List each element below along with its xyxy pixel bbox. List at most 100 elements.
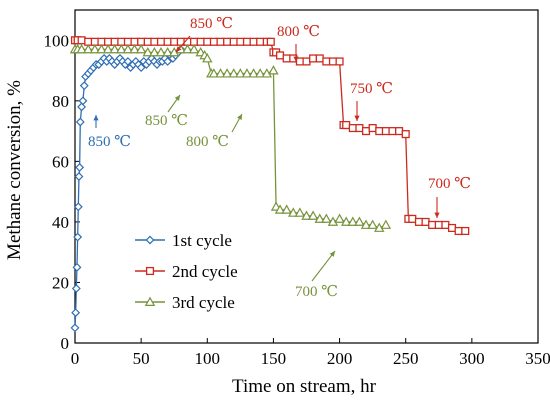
data-point bbox=[102, 43, 114, 54]
legend-item-3: 3rd cycle bbox=[135, 293, 235, 312]
data-point bbox=[70, 323, 80, 333]
data-point bbox=[135, 43, 147, 54]
data-point bbox=[354, 216, 365, 226]
data-point bbox=[122, 43, 134, 54]
x-tick-label: 300 bbox=[459, 349, 485, 368]
data-point bbox=[301, 210, 312, 220]
data-point bbox=[288, 207, 299, 217]
annotation-4: 800 ℃ bbox=[277, 24, 320, 62]
data-point bbox=[143, 37, 152, 46]
data-point bbox=[223, 37, 232, 46]
data-point bbox=[123, 57, 133, 66]
data-point bbox=[454, 226, 463, 236]
annotation-arrowhead bbox=[237, 114, 242, 120]
annotation-8: 700 ℃ bbox=[295, 250, 338, 300]
data-point bbox=[281, 204, 292, 214]
annotation-arrowhead bbox=[93, 115, 99, 121]
data-point bbox=[73, 232, 83, 242]
data-point bbox=[461, 226, 470, 236]
annotation-label: 800 ℃ bbox=[277, 24, 320, 40]
data-point bbox=[242, 37, 252, 46]
x-tick-label: 200 bbox=[327, 349, 353, 368]
data-point bbox=[275, 51, 285, 60]
data-point bbox=[73, 202, 83, 212]
data-point bbox=[202, 53, 213, 63]
annotation-arrowhead bbox=[354, 115, 360, 121]
data-point bbox=[307, 210, 319, 220]
x-tick-label: 50 bbox=[133, 349, 150, 368]
x-tick-label: 250 bbox=[393, 349, 419, 368]
data-point bbox=[274, 204, 286, 214]
data-point bbox=[71, 308, 81, 318]
data-point bbox=[334, 213, 345, 223]
data-point bbox=[150, 37, 159, 46]
data-point bbox=[221, 68, 233, 78]
annotation-arrow bbox=[311, 250, 336, 282]
data-point bbox=[203, 37, 212, 46]
annotation-label: 850 ℃ bbox=[88, 134, 131, 150]
annotation-label: 850 ℃ bbox=[145, 113, 188, 129]
data-point bbox=[235, 68, 246, 78]
data-point bbox=[360, 219, 372, 229]
data-point bbox=[261, 68, 273, 78]
annotation-5: 800 ℃ bbox=[186, 113, 243, 150]
data-point bbox=[314, 213, 325, 223]
x-tick-label: 350 bbox=[525, 349, 550, 368]
data-point bbox=[229, 37, 238, 46]
data-point bbox=[78, 96, 88, 106]
series-1 bbox=[70, 44, 186, 333]
data-point bbox=[414, 217, 423, 226]
data-point bbox=[347, 216, 359, 226]
annotations: 850 ℃ 850 ℃ 850 ℃ 800 ℃ 800 ℃ 750 ℃ 700 ℃ 700 ℃ bbox=[88, 16, 471, 300]
data-point bbox=[381, 127, 390, 136]
data-point bbox=[309, 54, 318, 63]
data-point bbox=[215, 68, 226, 78]
data-point bbox=[266, 37, 275, 46]
legend-label: 3rd cycle bbox=[172, 293, 235, 312]
data-point bbox=[83, 43, 94, 54]
data-point bbox=[421, 217, 430, 226]
annotation-6: 750 ℃ bbox=[350, 81, 393, 121]
annotation-label: 700 ℃ bbox=[295, 284, 338, 300]
data-point bbox=[368, 124, 377, 133]
annotation-arrowhead bbox=[434, 212, 440, 218]
annotation-arrowhead bbox=[176, 46, 182, 52]
data-point bbox=[355, 124, 364, 133]
annotation-3: 850 ℃ bbox=[145, 94, 188, 129]
annotation-1: 850 ℃ bbox=[88, 115, 131, 150]
data-point bbox=[182, 43, 193, 54]
data-point bbox=[335, 57, 344, 66]
data-point bbox=[208, 68, 220, 78]
data-point bbox=[248, 68, 259, 78]
annotation-label: 850 ℃ bbox=[190, 16, 233, 32]
data-point bbox=[71, 284, 81, 293]
data-point bbox=[315, 54, 324, 63]
data-point bbox=[367, 219, 378, 229]
data-point bbox=[428, 220, 437, 229]
x-tick-label: 150 bbox=[261, 349, 287, 368]
data-point bbox=[361, 127, 371, 136]
legend-marker bbox=[144, 296, 156, 306]
y-tick-label: 60 bbox=[52, 152, 69, 171]
annotation-arrowhead bbox=[293, 56, 299, 62]
data-point bbox=[328, 57, 338, 66]
x-tick-label: 100 bbox=[195, 349, 221, 368]
data-point bbox=[254, 68, 266, 78]
data-point bbox=[241, 68, 253, 78]
y-tick-label: 100 bbox=[44, 31, 70, 50]
series-3 bbox=[69, 43, 392, 232]
data-point bbox=[249, 37, 258, 46]
annotation-arrowhead bbox=[329, 251, 335, 257]
annotation-7: 700 ℃ bbox=[428, 176, 471, 218]
data-point bbox=[75, 162, 85, 172]
data-point bbox=[72, 262, 82, 272]
x-axis-title: Time on stream, hr bbox=[232, 376, 377, 397]
plot-series bbox=[69, 36, 470, 333]
data-point bbox=[294, 207, 306, 217]
data-point bbox=[142, 46, 153, 57]
data-point bbox=[441, 220, 450, 229]
data-point bbox=[348, 124, 357, 133]
data-point bbox=[75, 117, 85, 127]
